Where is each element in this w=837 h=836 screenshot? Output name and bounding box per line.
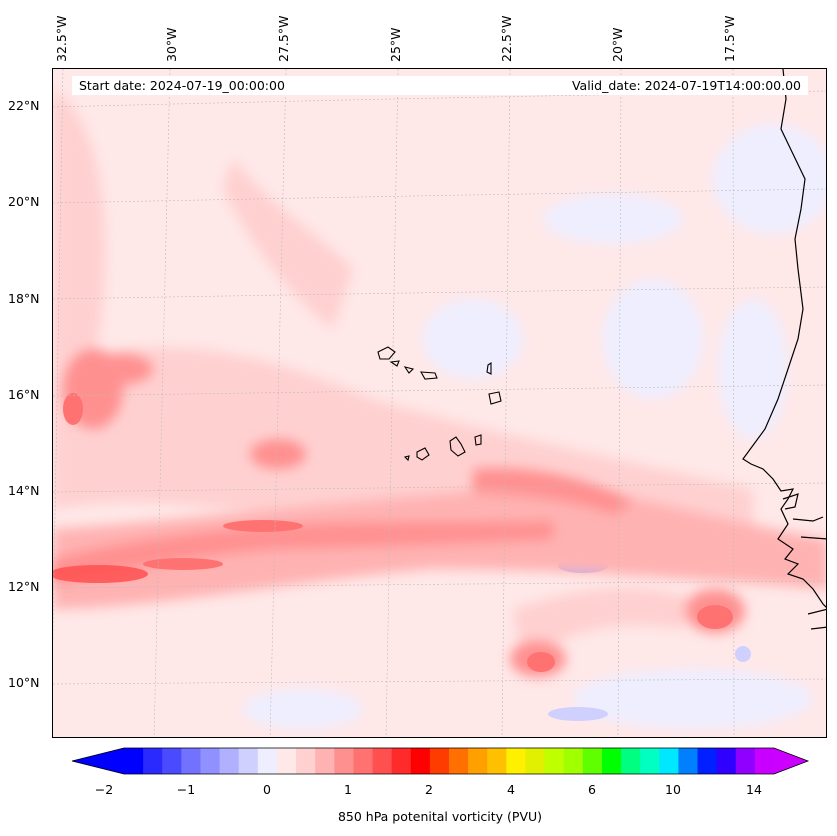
colorbar-tick: 0 xyxy=(263,782,271,797)
colorbar-tick: 2 xyxy=(425,782,433,797)
colorbar-swatch xyxy=(621,748,641,774)
colorbar-swatch xyxy=(257,748,278,774)
lat-label: 12°N xyxy=(8,579,40,594)
colorbar-tick: 10 xyxy=(665,782,681,797)
colorbar-swatch xyxy=(582,748,603,774)
start-date-label: Start date: 2024-07-19_00:00:00 xyxy=(79,78,285,93)
colorbar-swatch xyxy=(124,748,144,774)
colorbar-extend-high xyxy=(774,748,808,774)
lon-label: 27.5°W xyxy=(276,15,291,62)
colorbar-swatch xyxy=(162,748,182,774)
colorbar-swatch xyxy=(563,748,584,774)
colorbar-swatch xyxy=(276,748,297,774)
colorbar-swatch xyxy=(315,748,335,774)
colorbar-tick: 6 xyxy=(588,782,596,797)
colorbar-outline xyxy=(71,747,810,775)
colorbar-tick: 14 xyxy=(746,782,762,797)
colorbar-tick: −2 xyxy=(94,782,114,797)
colorbar xyxy=(71,747,810,775)
colorbar-swatch xyxy=(200,748,221,774)
lon-label: 25°W xyxy=(388,27,403,62)
blue-patch xyxy=(548,707,608,721)
colorbar-swatch xyxy=(716,748,737,774)
colorbar-swatch xyxy=(296,748,316,774)
lat-label: 22°N xyxy=(8,98,40,113)
colorbar-swatch xyxy=(468,748,488,774)
negative-pv-patches xyxy=(243,124,826,729)
coast-inlet xyxy=(782,493,826,630)
colorbar-swatch xyxy=(410,748,431,774)
colorbar-swatch xyxy=(449,748,469,774)
lat-label: 18°N xyxy=(8,291,40,306)
colorbar-swatch xyxy=(601,748,622,774)
colorbar-swatch xyxy=(334,748,354,774)
colorbar-swatch xyxy=(219,748,240,774)
colorbar-swatch xyxy=(735,748,756,774)
colorbar-swatch xyxy=(678,748,699,774)
positive-pv-bands xyxy=(53,89,826,669)
lon-label: 30°W xyxy=(164,27,179,62)
colorbar-swatch xyxy=(544,748,565,774)
lon-label: 22.5°W xyxy=(499,15,514,62)
pv-field-map xyxy=(53,69,826,737)
lat-label: 14°N xyxy=(8,483,40,498)
colorbar-swatch xyxy=(697,748,718,774)
colorbar-swatch xyxy=(181,748,201,774)
colorbar-swatch xyxy=(391,748,412,774)
colorbar-tick: 4 xyxy=(507,782,515,797)
colorbar-swatch xyxy=(353,748,374,774)
date-banner xyxy=(72,76,808,95)
strongest-pv-cores xyxy=(53,393,733,672)
map-panel xyxy=(52,68,827,738)
lon-label: 20°W xyxy=(610,27,625,62)
lat-label: 10°N xyxy=(8,675,40,690)
colorbar-swatch xyxy=(640,748,660,774)
colorbar-swatch xyxy=(372,748,393,774)
valid-date-label: Valid_date: 2024-07-19T14:00:00.00 xyxy=(571,78,801,93)
colorbar-tick: −1 xyxy=(176,782,196,797)
colorbar-swatch xyxy=(525,748,546,774)
colorbar-swatch xyxy=(238,748,259,774)
lon-label: 32.5°W xyxy=(54,15,69,62)
colorbar-swatch xyxy=(659,748,679,774)
lon-label: 17.5°W xyxy=(722,15,737,62)
colorbar-swatch xyxy=(143,748,163,774)
cape-verde-islands xyxy=(377,346,502,462)
colorbar-swatch xyxy=(487,748,507,774)
colorbar-label: 850 hPa potenital vorticity (PVU) xyxy=(337,809,543,824)
colorbar-swatch xyxy=(429,748,450,774)
colorbar-swatch xyxy=(754,748,775,774)
blue-patch xyxy=(735,646,751,662)
colorbar-swatch xyxy=(506,748,526,774)
colorbar-extend-low xyxy=(72,748,124,774)
lat-label: 16°N xyxy=(8,387,40,402)
african-coastline xyxy=(742,69,826,608)
colorbar-tick: 1 xyxy=(344,782,352,797)
lat-label: 20°N xyxy=(8,194,40,209)
